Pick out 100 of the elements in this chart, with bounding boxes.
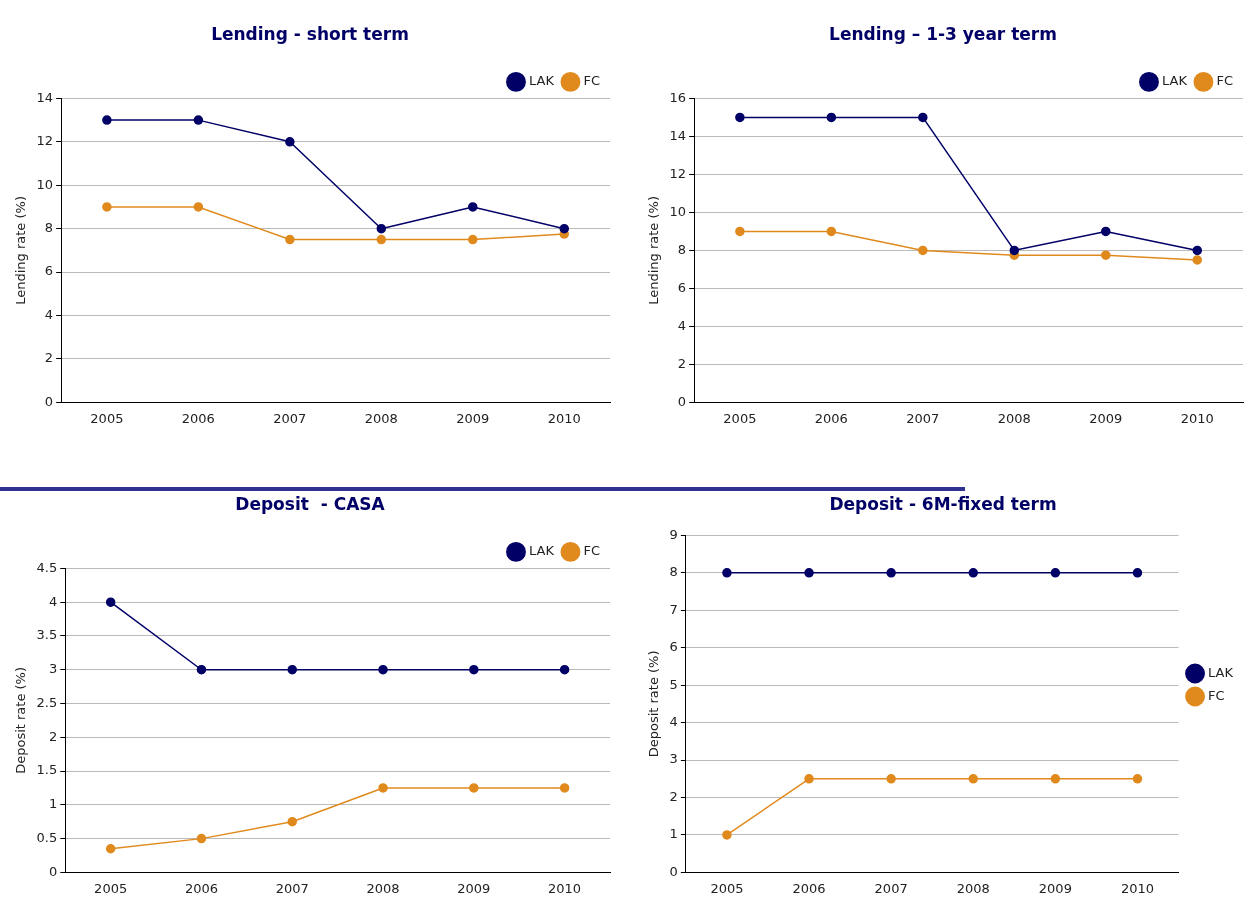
x-tick-label: 2006: [181, 410, 215, 426]
x-tick-label: 2006: [184, 880, 218, 896]
y-tick-label: 0: [669, 863, 678, 879]
point: [193, 202, 204, 212]
point: [105, 597, 116, 607]
point: [1101, 250, 1111, 260]
point: [886, 774, 896, 784]
y-axis-title: Deposit rate (%): [13, 666, 29, 774]
y-tick-label: 1: [669, 826, 678, 842]
x-tick-label: 2007: [273, 410, 307, 426]
point: [735, 112, 745, 123]
y-tick-label: 2.5: [36, 694, 58, 710]
y-tick-label: 3: [48, 661, 58, 677]
y-tick-label: 6: [44, 263, 54, 279]
y-tick-label: 12: [36, 133, 54, 149]
x-tick-label: 2007: [275, 880, 309, 896]
point: [1192, 255, 1203, 265]
y-tick-label: 6: [677, 279, 687, 295]
y-tick-label: 2: [44, 350, 54, 366]
point: [193, 115, 204, 125]
y-axis-title: Deposit rate (%): [646, 650, 662, 758]
point: [196, 833, 207, 844]
y-tick-label: 12: [669, 165, 687, 181]
y-tick-label: 0: [48, 863, 58, 879]
point: [287, 664, 297, 675]
point: [559, 664, 570, 675]
y-tick-label: 3: [669, 751, 678, 767]
x-tick-label: 2008: [364, 410, 398, 426]
point: [918, 245, 928, 256]
y-tick-label: 2: [669, 788, 678, 804]
x-tick-label: 2007: [906, 410, 940, 426]
y-tick-label: 8: [677, 241, 687, 257]
legend-label: FC: [583, 543, 601, 559]
x-tick-label: 2008: [997, 410, 1031, 426]
legend-label: LAK: [528, 543, 555, 559]
point: [735, 226, 745, 237]
y-axis-title: Lending rate (%): [13, 196, 29, 305]
point: [468, 202, 478, 212]
x-tick-label: 2009: [456, 410, 490, 426]
x-tick-label: 2005: [94, 880, 128, 896]
y-tick-label: 8: [669, 564, 678, 580]
point: [1192, 245, 1203, 256]
point: [1101, 226, 1111, 237]
point: [1132, 774, 1143, 784]
x-tick-label: 2005: [90, 410, 124, 426]
legend-label: FC: [583, 73, 601, 89]
point: [376, 234, 387, 245]
point: [968, 568, 979, 578]
legend-label: FC: [1208, 687, 1225, 703]
point: [285, 137, 295, 147]
y-tick-label: 1: [48, 796, 58, 812]
point: [469, 783, 479, 793]
point: [102, 115, 112, 125]
point: [1132, 568, 1143, 578]
point: [1009, 245, 1020, 256]
y-tick-label: 0: [44, 393, 54, 409]
y-tick-label: 16: [669, 89, 687, 105]
y-tick-label: 4: [669, 714, 678, 729]
point: [469, 664, 479, 675]
point: [826, 226, 837, 237]
x-tick-label: 2008: [956, 880, 990, 896]
point: [826, 112, 837, 123]
point: [285, 234, 295, 245]
y-axis-title: Lending rate (%): [646, 196, 662, 305]
point: [468, 234, 478, 245]
x-tick-label: 2007: [874, 880, 908, 896]
y-tick-label: 9: [669, 526, 678, 542]
legend-label: LAK: [528, 73, 555, 89]
x-tick-label: 2008: [366, 880, 400, 896]
x-tick-label: 2009: [1089, 410, 1123, 426]
point: [287, 816, 297, 827]
y-tick-label: 10: [669, 203, 687, 219]
chart-title: Deposit - 6M-fixed term: [829, 493, 1057, 514]
point: [804, 568, 814, 578]
legend-label: FC: [1216, 73, 1234, 89]
legend-label: LAK: [1161, 73, 1188, 89]
point: [102, 202, 112, 212]
point: [378, 783, 388, 793]
x-tick-label: 2006: [792, 880, 826, 896]
point: [886, 568, 896, 578]
x-tick-label: 2009: [457, 880, 491, 896]
chart-title: Deposit - CASA: [235, 493, 386, 514]
y-tick-label: 10: [36, 176, 54, 192]
x-tick-label: 2010: [547, 410, 581, 426]
point: [722, 568, 732, 578]
x-tick-label: 2010: [548, 880, 582, 896]
y-tick-label: 2: [677, 355, 687, 371]
point: [105, 844, 116, 854]
chart-title: Lending – 1-3 year term: [829, 23, 1057, 44]
y-tick-label: 14: [669, 127, 687, 143]
y-tick-label: 4: [44, 306, 54, 322]
x-tick-label: 2006: [814, 410, 848, 426]
point: [1050, 774, 1061, 784]
point: [559, 783, 570, 793]
point: [804, 774, 814, 784]
y-tick-label: 6: [669, 639, 678, 655]
y-tick-label: 8: [44, 220, 54, 236]
y-tick-label: 5: [669, 676, 678, 692]
y-tick-label: 1.5: [36, 762, 58, 778]
point: [376, 223, 387, 234]
